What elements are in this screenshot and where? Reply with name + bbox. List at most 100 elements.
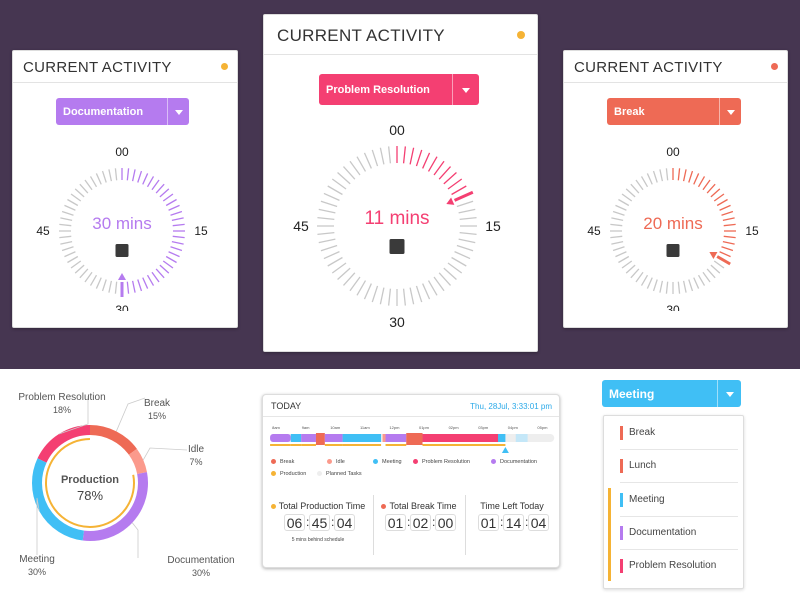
dial-tick-active (159, 188, 170, 198)
dial-label-45: 45 (36, 224, 50, 238)
dial-tick-active (137, 279, 143, 292)
timeline-tick: 11am (360, 425, 370, 430)
dial-tick (323, 192, 340, 201)
production-line (422, 444, 498, 446)
timeline-segment-meeting[interactable] (342, 434, 382, 442)
timeline-segment-documentation[interactable] (301, 434, 316, 442)
dial-label-30: 30 (389, 314, 405, 330)
dial-tick (371, 285, 379, 303)
stat-time-left-today: Time Left Today 01:14:04 (462, 501, 562, 556)
dial-tick-active (443, 171, 457, 185)
dial-tick-active (438, 166, 452, 180)
dial-tick (101, 170, 107, 183)
timeline-segment-break[interactable] (315, 433, 325, 445)
dial-tick-active (688, 170, 694, 183)
legend-item: Idle (327, 459, 345, 465)
color-bar (620, 426, 623, 440)
dial-tick (615, 204, 627, 211)
divider (465, 495, 466, 555)
legend-dot-icon (491, 459, 496, 465)
stop-icon[interactable] (115, 244, 129, 257)
production-arc (45, 438, 135, 528)
card-title: CURRENT ACTIVITY (23, 59, 172, 76)
chevron-down-icon[interactable] (167, 98, 189, 125)
menu-item-problem-resolution[interactable]: Problem Resolution (620, 550, 738, 583)
stop-icon[interactable] (389, 239, 405, 254)
menu-item-meeting[interactable]: Meeting (620, 484, 738, 517)
dial-tick-active (159, 264, 170, 274)
today-datetime: Thu, 28Jul, 3:33:01 pm (470, 402, 552, 411)
dropdown-label: Documentation (63, 105, 144, 118)
timer-dial: 00 15 30 45 11 mins (293, 122, 501, 330)
legend-label: Planned Tasks (326, 471, 362, 477)
card-header (13, 51, 237, 83)
legend-dot-icon (327, 459, 332, 465)
donut-center-title: Production (61, 474, 119, 486)
dial-tick-active (155, 268, 165, 279)
activity-dropdown[interactable]: Break (607, 98, 741, 125)
dial-tick-active (719, 204, 731, 211)
menu-item-lunch[interactable]: Lunch (620, 450, 738, 484)
dial-tick (64, 251, 76, 258)
dial-tick (74, 264, 85, 274)
chevron-down-icon[interactable] (452, 74, 479, 105)
timeline-segment-documentation[interactable] (324, 434, 343, 442)
dial-tick-active (126, 168, 130, 181)
dial-tick (320, 200, 338, 208)
dial-label-45: 45 (293, 218, 309, 234)
menu-item-documentation[interactable]: Documentation (620, 517, 738, 550)
dial-tick (318, 238, 336, 244)
dial-tick (646, 277, 653, 289)
timeline-segment-meeting[interactable] (498, 434, 506, 442)
legend-label: Production (280, 471, 307, 477)
dial-tick-active (682, 169, 687, 182)
dial-tick (84, 179, 93, 191)
chevron-down-icon[interactable] (719, 98, 741, 125)
dial-tick (646, 173, 653, 185)
timeline-segment-problem[interactable] (422, 434, 498, 442)
donut-pct: 7% (189, 457, 202, 467)
dial-tick-active (162, 193, 174, 202)
dial-tick-active (693, 173, 700, 185)
dial-tick-active (723, 223, 736, 227)
dial-label-45: 45 (587, 224, 601, 238)
dial-tick (331, 262, 347, 274)
activity-select-dropdown[interactable]: Meeting (602, 380, 741, 407)
dial-tick (610, 235, 623, 239)
timeline-segment-meeting[interactable] (290, 434, 302, 442)
dial-tick (67, 198, 79, 207)
timeline-chart: 8am 9am 10am 11am 12pm 01pm 02pm 03pm 04pm 05pm (270, 425, 555, 453)
chevron-down-icon[interactable] (717, 380, 741, 407)
dial-tick (630, 268, 640, 279)
timeline-segment-documentation[interactable] (270, 434, 291, 442)
elapsed-time: 11 mins (364, 208, 429, 229)
donut-label: Idle (188, 444, 205, 455)
dial-tick-active (151, 179, 160, 191)
dial-tick-active (165, 255, 177, 264)
dial-tick-active (168, 251, 180, 258)
dial-tick (458, 208, 476, 214)
dial-tick (706, 268, 716, 279)
timeline-segment-idle[interactable] (382, 434, 386, 442)
timeline-tick: 12pm (389, 425, 400, 430)
dial-tick (79, 183, 89, 194)
dial-label-00: 00 (666, 145, 680, 159)
activity-dropdown[interactable]: Documentation (56, 98, 189, 125)
legend-label: Break (280, 459, 295, 465)
timeline-segment-documentation[interactable] (385, 434, 407, 442)
donut-pct: 30% (28, 567, 46, 577)
menu-item-break[interactable]: Break (620, 417, 738, 450)
planned-segment (515, 434, 528, 442)
dial-tick (64, 204, 76, 211)
dial-tick (610, 223, 623, 227)
legend-dot-icon (271, 471, 276, 477)
dial-tick (443, 267, 457, 281)
stop-icon[interactable] (666, 244, 680, 257)
activity-dropdown[interactable]: Problem Resolution (319, 74, 479, 105)
activity-card-problem-resolution: CURRENT ACTIVITY Problem Resolution 00 15… (263, 14, 538, 352)
dial-tick (317, 216, 335, 221)
dial-tick (409, 287, 415, 305)
timeline-segment-break[interactable] (406, 433, 423, 445)
dial-tick (433, 276, 445, 292)
stat-note: 5 mins behind schedule (291, 537, 345, 543)
